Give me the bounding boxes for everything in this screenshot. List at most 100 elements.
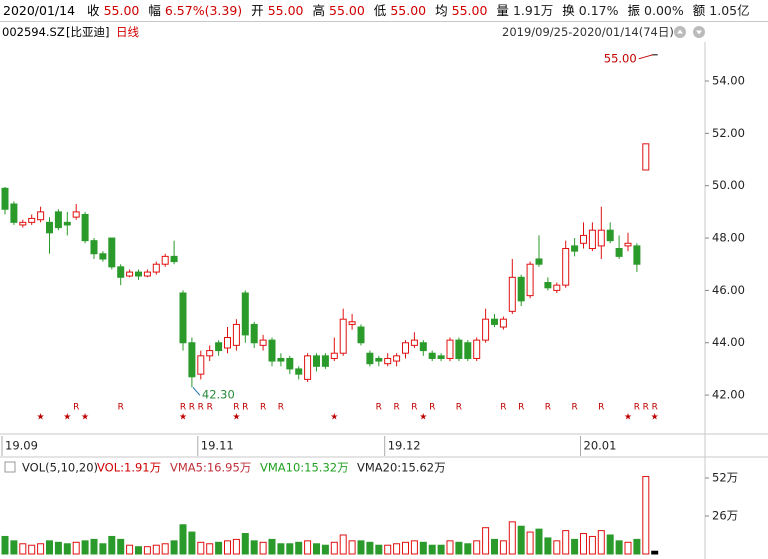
event-r: R xyxy=(260,403,266,413)
quote-value: 55.00 xyxy=(390,3,427,18)
x-tick-label: 20.01 xyxy=(584,439,617,453)
quote-bar: 2020/01/14 收 55.00 幅 6.57%(3.39) 开 55.00 高 55.0… xyxy=(0,0,768,22)
period: 日线 xyxy=(116,25,139,39)
volume-bar xyxy=(419,541,427,555)
volume-bar xyxy=(366,541,374,555)
quote-value: 6.57%(3.39) xyxy=(164,3,243,18)
event-r: R xyxy=(118,403,124,413)
candle-body xyxy=(473,339,481,359)
volume-bar xyxy=(499,540,507,555)
candle-body xyxy=(152,263,160,273)
volume-bar xyxy=(562,530,570,555)
panel-toggle[interactable] xyxy=(4,461,16,473)
event-r: R xyxy=(518,403,524,413)
volume-bar xyxy=(384,544,392,555)
quote-value: 1.91万 xyxy=(512,3,554,18)
candle-body xyxy=(117,266,125,278)
y-tick-label: 48.00 xyxy=(712,231,745,245)
event-r: R xyxy=(73,403,79,413)
quote-label: 换 xyxy=(562,3,575,18)
volume-bar xyxy=(295,541,303,555)
event-r: R xyxy=(411,403,417,413)
x-tick-label: 19.12 xyxy=(388,439,421,453)
volume-bar xyxy=(597,530,605,555)
candle-body xyxy=(108,237,116,268)
stock-code: 002594.SZ xyxy=(2,25,65,39)
event-star: ★ xyxy=(651,413,659,423)
volume-bar xyxy=(143,546,151,555)
candle-body xyxy=(517,276,525,302)
volume-bar xyxy=(268,538,276,555)
vma5: VMA5:16.95万 xyxy=(170,461,251,475)
date-range: 2019/09/25-2020/01/14(74日) xyxy=(502,25,674,39)
candle-body xyxy=(437,355,445,359)
volume-bar xyxy=(224,540,231,555)
vma20: VMA20:15.62万 xyxy=(357,461,446,475)
volume-bar xyxy=(170,540,178,555)
quote-value: 55.00 xyxy=(451,3,488,18)
y-tick-label: 54.00 xyxy=(712,74,745,88)
quote-value: 0.17% xyxy=(578,3,619,18)
candle-body xyxy=(633,245,641,265)
event-r: R xyxy=(376,403,382,413)
volume-bar xyxy=(393,543,401,555)
event-r: R xyxy=(634,403,640,413)
candle-body xyxy=(491,318,498,325)
range-arrows[interactable] xyxy=(673,25,709,39)
y-tick-label: 50.00 xyxy=(712,178,745,192)
y-tick-label: 42.00 xyxy=(712,388,745,402)
quote-label: 幅 xyxy=(148,3,161,18)
event-r: R xyxy=(429,403,435,413)
volume-bar xyxy=(259,541,267,555)
volume-bar xyxy=(197,541,205,555)
volume-bar xyxy=(410,540,418,555)
candle-body xyxy=(250,323,258,344)
volume-bar xyxy=(28,544,36,555)
quote-value: 55.00 xyxy=(103,3,140,18)
event-r: R xyxy=(233,403,239,413)
volume-bar xyxy=(357,540,365,555)
volume-bar xyxy=(642,476,650,555)
candle-body xyxy=(295,368,303,375)
candle-body xyxy=(321,355,329,367)
volume-bar xyxy=(206,543,214,555)
candle-body xyxy=(526,263,534,297)
quote-label: 均 xyxy=(435,3,448,18)
candle-body xyxy=(197,355,205,375)
volume-bar xyxy=(571,538,579,555)
quote-label: 低 xyxy=(373,3,387,18)
quote-label: 量 xyxy=(496,3,509,18)
volume-bar xyxy=(428,544,436,555)
quote-value: 0.00% xyxy=(644,3,684,18)
candle-body xyxy=(19,221,27,226)
volume-bar xyxy=(651,550,659,555)
stock-name: [比亚迪] xyxy=(66,25,110,39)
volume-bar xyxy=(526,531,534,555)
y-tick-label: 46.00 xyxy=(712,283,745,297)
candle-body xyxy=(179,292,187,344)
volume-bar xyxy=(580,533,587,555)
candle-body xyxy=(597,229,605,247)
candle-body xyxy=(384,357,392,365)
candle-body xyxy=(588,229,596,250)
volume-bar xyxy=(54,541,62,555)
event-star: ★ xyxy=(232,413,240,423)
quote-date: 2020/01/14 xyxy=(3,3,76,18)
candle-body xyxy=(580,234,587,244)
volume-bar xyxy=(63,543,71,555)
candle-body xyxy=(615,248,623,257)
event-r: R xyxy=(643,403,649,413)
candle-body xyxy=(143,271,151,277)
candle-body xyxy=(455,339,463,359)
candle-body xyxy=(571,245,579,252)
volume-bar xyxy=(615,540,623,555)
y-tick-label: 52万 xyxy=(712,470,738,484)
volume-bar xyxy=(606,534,614,555)
volume-bar xyxy=(321,544,329,555)
quote-label: 开 xyxy=(251,3,264,18)
candle-body xyxy=(499,318,507,328)
candle-body xyxy=(446,339,454,359)
quote-label: 额 xyxy=(692,3,706,18)
candle-body xyxy=(277,357,285,362)
